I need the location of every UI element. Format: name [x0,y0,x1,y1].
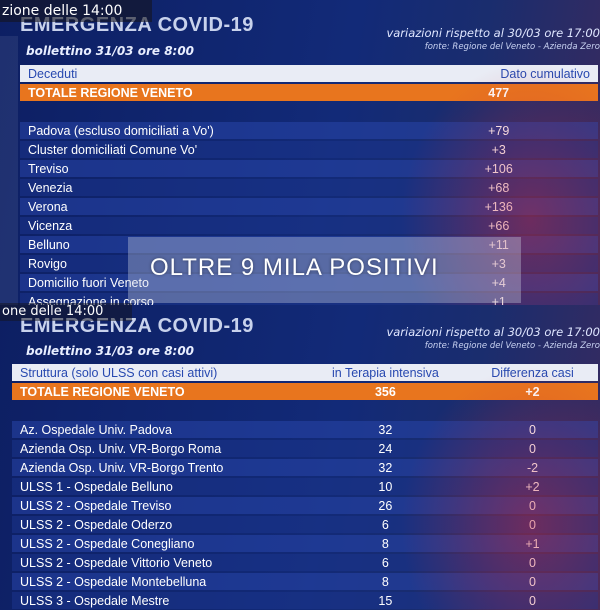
bulletin-date: bollettino 31/03 ore 8:00 [26,44,195,58]
row-label: Belluno [20,236,400,253]
bulletin-date: bollettino 31/03 ore 8:00 [26,344,195,358]
row-diff: 0 [467,497,598,514]
table-header: Struttura (solo ULSS con casi attivi) in… [12,364,598,381]
table-row: Azienda Osp. Univ. VR-Borgo Roma 24 0 [12,440,598,457]
table-row: ULSS 2 - Ospedale Treviso 26 0 [12,497,598,514]
row-value: +3 [399,141,598,158]
row-label: ULSS 1 - Ospedale Belluno [12,478,304,495]
row-label: Cluster domiciliati Comune Vo' [20,141,400,158]
row-value: +136 [399,198,598,215]
table-row: Cluster domiciliati Comune Vo' +3 [20,141,598,158]
row-diff: 0 [467,592,598,609]
row-value: +106 [399,160,598,177]
table-row: Assegnazione in corso +1 [20,293,598,305]
row-value: 32 [303,421,468,438]
table-row: Venezia +68 [20,179,598,196]
table-row: ULSS 2 - Ospedale Oderzo 6 0 [12,516,598,533]
row-diff: -2 [467,459,598,476]
deaths-table: Deceduti Dato cumulativo TOTALE REGIONE … [20,63,598,305]
table-header: Deceduti Dato cumulativo [20,65,598,82]
table-row: Azienda Osp. Univ. VR-Borgo Trento 32 -2 [12,459,598,476]
left-edge-shade [0,36,18,305]
row-label: ULSS 2 - Ospedale Conegliano [12,535,304,552]
col-deceduti: Deceduti [20,65,400,82]
total-value: 477 [399,84,598,101]
row-label: Verona [20,198,400,215]
row-diff: +2 [467,478,598,495]
total-row: TOTALE REGIONE VENETO 356 +2 [12,383,598,400]
row-diff: 0 [467,554,598,571]
row-diff: 0 [467,440,598,457]
row-value: 8 [303,535,468,552]
table-row: ULSS 2 - Ospedale Montebelluna 8 0 [12,573,598,590]
col-dato-cumulativo: Dato cumulativo [399,65,598,82]
row-value: +3 [399,255,598,272]
icu-table: Struttura (solo ULSS con casi attivi) in… [12,362,598,610]
ticker-text: one delle 14:00 [0,303,132,321]
row-value: +11 [399,236,598,253]
row-diff: +1 [467,535,598,552]
table-row: Rovigo +3 [20,255,598,272]
row-value: +66 [399,217,598,234]
table-row: Domicilio fuori Veneto +4 [20,274,598,291]
table-row: Padova (escluso domiciliati a Vo') +79 [20,122,598,139]
row-label: Rovigo [20,255,400,272]
row-value: 24 [303,440,468,457]
row-label: ULSS 2 - Ospedale Vittorio Veneto [12,554,304,571]
total-label: TOTALE REGIONE VENETO [20,84,400,101]
row-label: Assegnazione in corso [20,293,400,305]
row-value: 32 [303,459,468,476]
col-struttura: Struttura (solo ULSS con casi attivi) [12,364,304,381]
deaths-panel: zione delle 14:00 EMERGENZA COVID-19 var… [0,0,600,305]
table-row: Belluno +11 [20,236,598,253]
total-label: TOTALE REGIONE VENETO [12,383,304,400]
source-note: fonte: Regione del Veneto - Azienda Zero [424,341,600,351]
ticker-text: zione delle 14:00 [0,0,152,22]
caption-overlay-box [128,237,521,303]
source-note: fonte: Regione del Veneto - Azienda Zero [424,42,600,52]
table-row: ULSS 3 - Ospedale Mestre 15 0 [12,592,598,609]
row-label: ULSS 3 - Ospedale Mestre [12,592,304,609]
row-value: 26 [303,497,468,514]
total-diff: +2 [467,383,598,400]
row-label: Vicenza [20,217,400,234]
row-value: 6 [303,516,468,533]
row-label: ULSS 2 - Ospedale Montebelluna [12,573,304,590]
row-label: Az. Ospedale Univ. Padova [12,421,304,438]
col-terapia-intensiva: in Terapia intensiva [303,364,468,381]
row-label: Treviso [20,160,400,177]
table-row: ULSS 2 - Ospedale Vittorio Veneto 6 0 [12,554,598,571]
row-label: ULSS 2 - Ospedale Oderzo [12,516,304,533]
total-row: TOTALE REGIONE VENETO 477 [20,84,598,101]
col-differenza-casi: Differenza casi [467,364,598,381]
table-row: Vicenza +66 [20,217,598,234]
row-diff: 0 [467,516,598,533]
icu-panel: EMERGENZA COVID-19 variazioni rispetto a… [0,305,600,610]
row-value: 10 [303,478,468,495]
row-value: 15 [303,592,468,609]
row-diff: 0 [467,421,598,438]
table-row: Treviso +106 [20,160,598,177]
variazioni-note: variazioni rispetto al 30/03 ore 17:00 [386,325,600,339]
total-value: 356 [303,383,468,400]
caption-overlay-text: OLTRE 9 MILA POSITIVI [150,254,439,281]
variazioni-note: variazioni rispetto al 30/03 ore 17:00 [386,26,600,40]
table-row: ULSS 1 - Ospedale Belluno 10 +2 [12,478,598,495]
row-label: Azienda Osp. Univ. VR-Borgo Roma [12,440,304,457]
table-row: Verona +136 [20,198,598,215]
row-value: 8 [303,573,468,590]
row-value: +68 [399,179,598,196]
row-value: +1 [399,293,598,305]
row-label: ULSS 2 - Ospedale Treviso [12,497,304,514]
table-row: ULSS 2 - Ospedale Conegliano 8 +1 [12,535,598,552]
table-row: Az. Ospedale Univ. Padova 32 0 [12,421,598,438]
row-label: Venezia [20,179,400,196]
row-diff: 0 [467,573,598,590]
row-value: +79 [399,122,598,139]
row-value: +4 [399,274,598,291]
row-label: Padova (escluso domiciliati a Vo') [20,122,400,139]
row-label: Azienda Osp. Univ. VR-Borgo Trento [12,459,304,476]
row-label: Domicilio fuori Veneto [20,274,400,291]
row-value: 6 [303,554,468,571]
